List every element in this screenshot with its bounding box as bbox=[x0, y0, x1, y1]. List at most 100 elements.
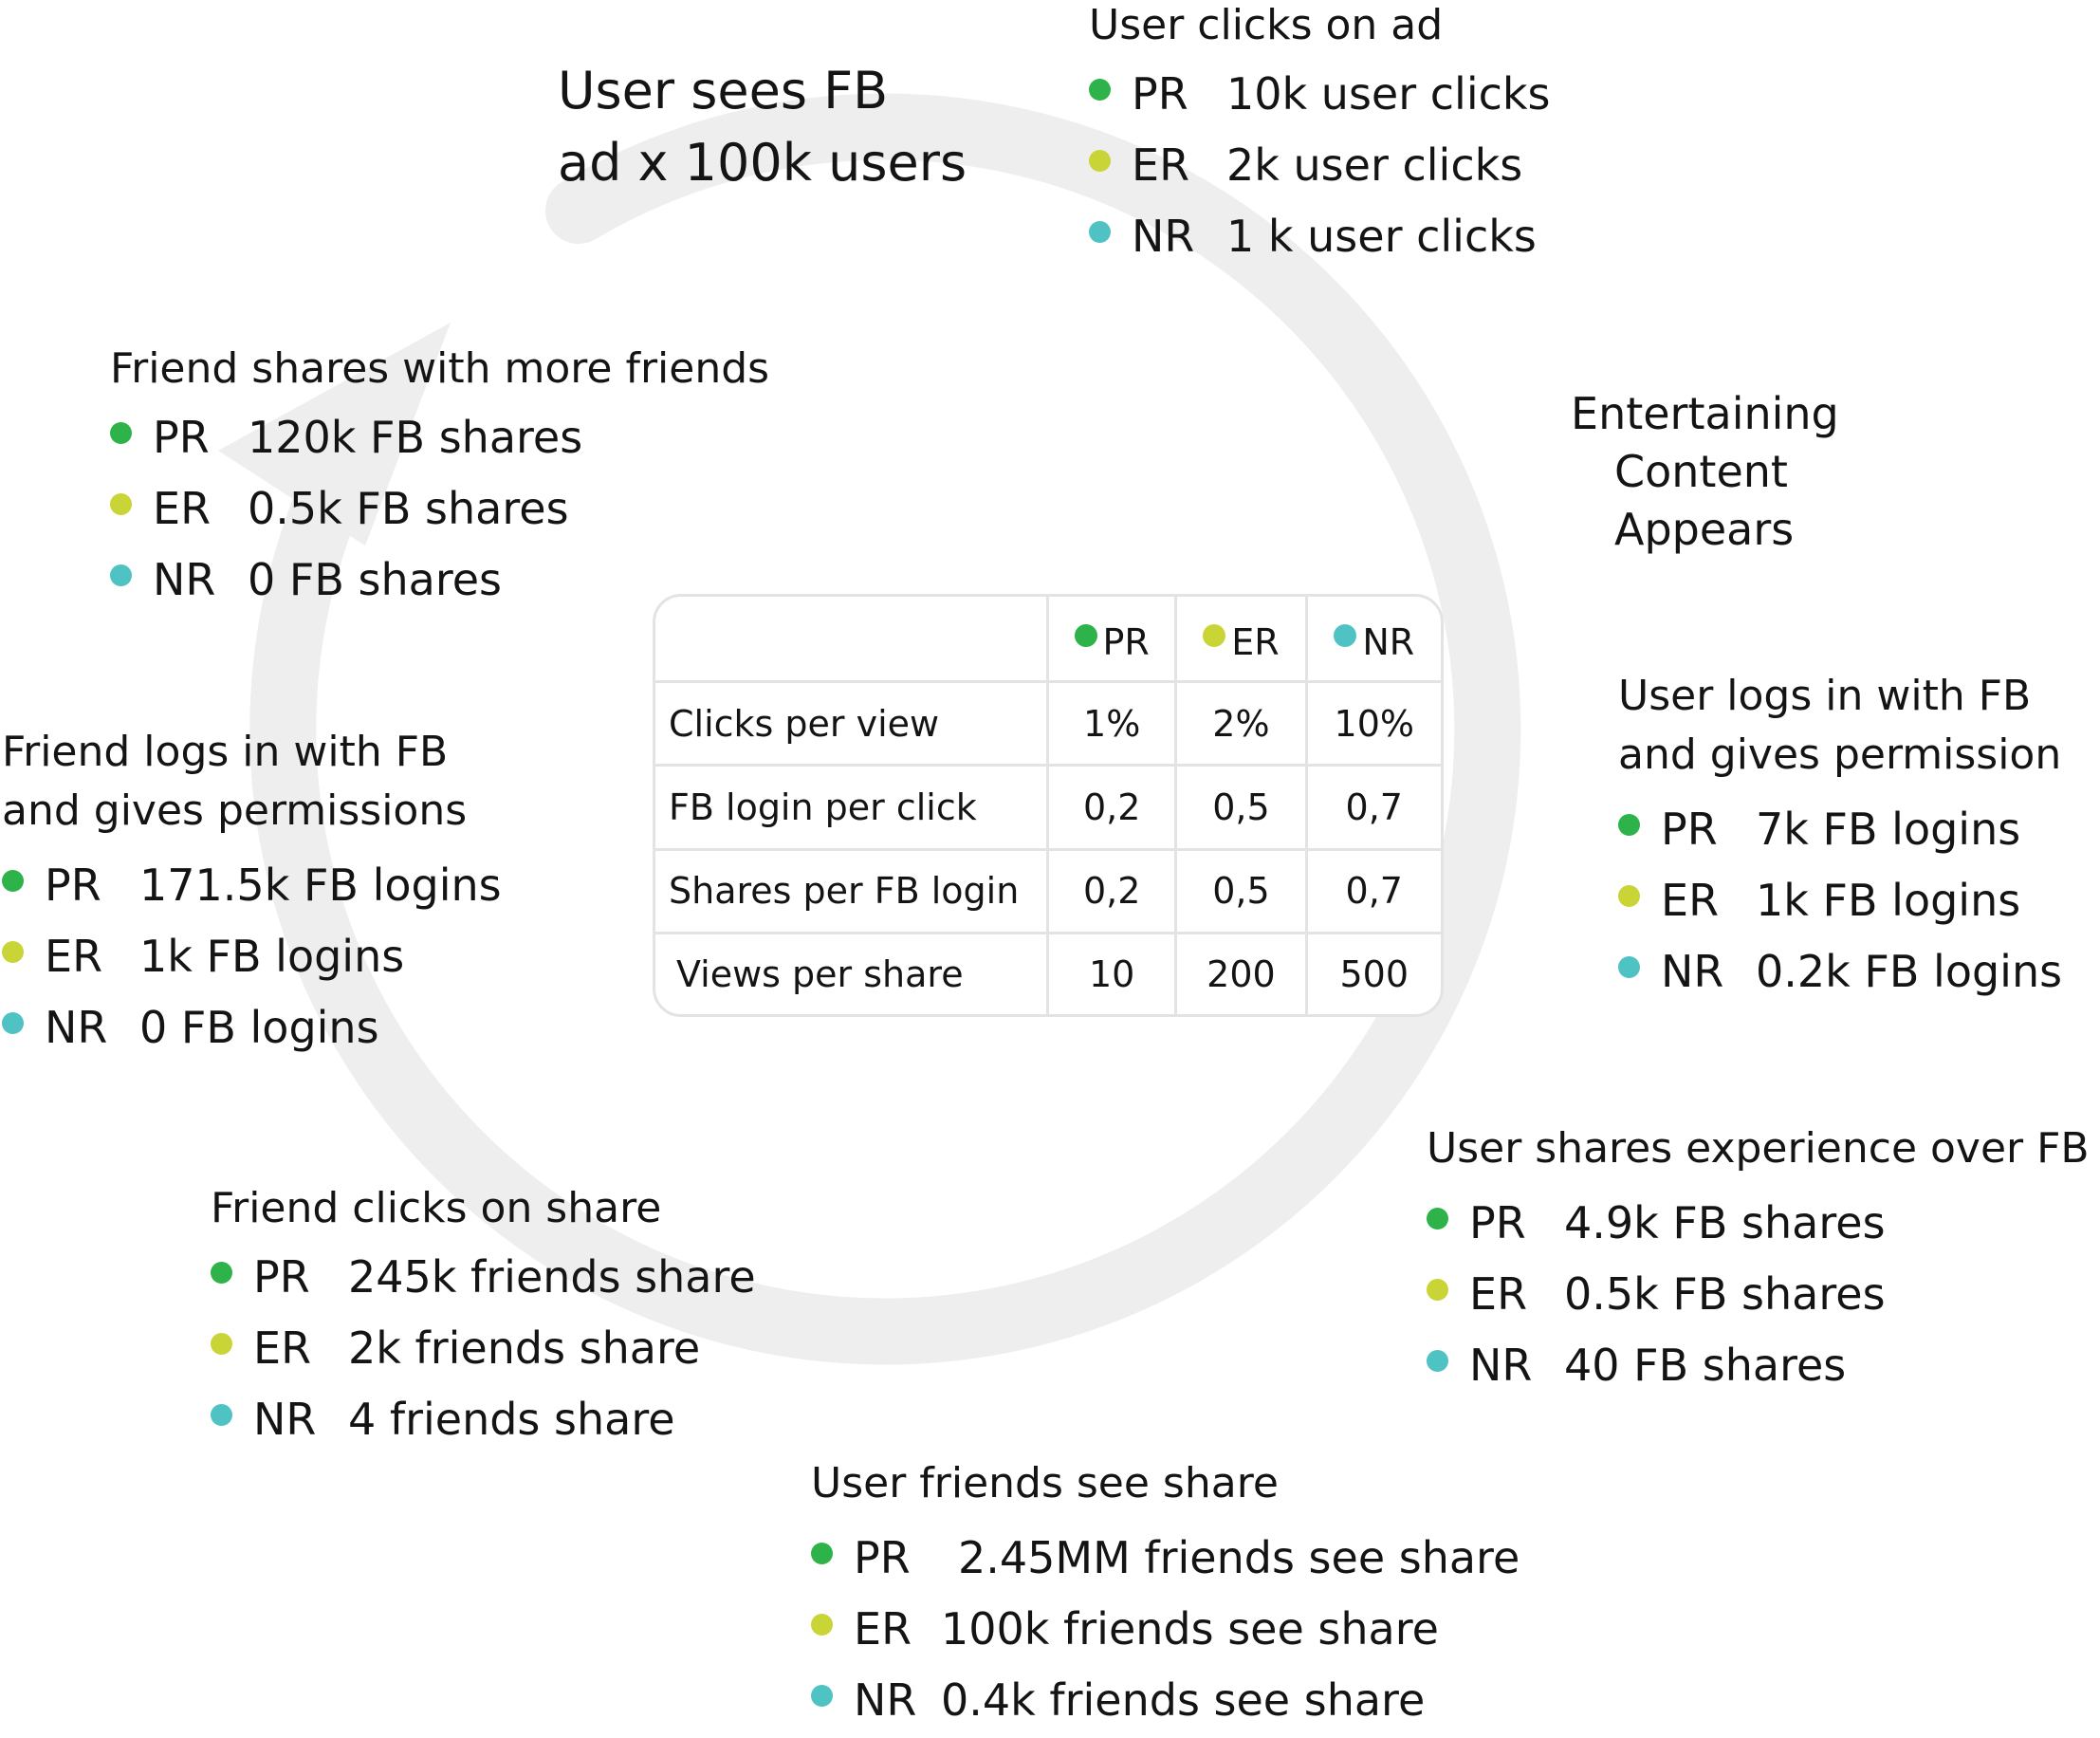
metric-code: NR bbox=[1132, 210, 1195, 262]
metric-code: NR bbox=[253, 1393, 317, 1445]
table-row: Views per share 10 200 500 bbox=[655, 933, 1441, 1014]
column-header-nr: NR bbox=[1306, 597, 1441, 683]
entertaining-line-2: Content bbox=[1614, 446, 1788, 497]
row-label: Views per share bbox=[655, 933, 1049, 1014]
metric-value: 7k FB logins bbox=[1756, 803, 2021, 855]
metric-value: 171.5k FB logins bbox=[139, 859, 502, 911]
metric-value: 1k FB logins bbox=[139, 930, 405, 982]
metric-code: PR bbox=[854, 1531, 911, 1583]
pr-dot bbox=[1089, 79, 1111, 101]
metric-value: 245k friends share bbox=[348, 1250, 756, 1303]
nr-dot bbox=[2, 1012, 24, 1034]
metric-row-pr: PR 245k friends share bbox=[211, 1241, 756, 1312]
stage-user-sees-ad: User sees FB ad x 100k users bbox=[558, 55, 967, 199]
table-corner-cell bbox=[655, 597, 1049, 683]
column-label: ER bbox=[1231, 621, 1280, 663]
metric-value: 2k friends share bbox=[348, 1322, 701, 1374]
table-header-row: PR ER NR bbox=[655, 597, 1441, 683]
metric-row-nr: NR 4 friends share bbox=[211, 1383, 756, 1454]
table-row: FB login per click 0,2 0,5 0,7 bbox=[655, 765, 1441, 851]
metric-value: 120k FB shares bbox=[248, 411, 583, 463]
table-cell: 0,5 bbox=[1175, 849, 1308, 934]
pr-dot bbox=[1618, 814, 1640, 836]
table-cell: 0,5 bbox=[1175, 765, 1308, 851]
row-label: Clicks per view bbox=[655, 681, 1049, 767]
stage-friends-see-share: User friends see share PR 2.45MM friends… bbox=[811, 1454, 1520, 1735]
metric-code: PR bbox=[253, 1250, 310, 1303]
metric-row-nr: NR 0.2k FB logins bbox=[1618, 935, 2062, 1007]
column-header-pr: PR bbox=[1047, 597, 1178, 683]
entertaining-line-3: Appears bbox=[1614, 504, 1795, 555]
cycle-arrow-body bbox=[249, 93, 1521, 1365]
metric-row-pr: PR 171.5k FB logins bbox=[2, 849, 502, 920]
metric-code: NR bbox=[854, 1673, 917, 1726]
nr-dot bbox=[811, 1685, 833, 1707]
metric-row-nr: NR 0.4k friends see share bbox=[811, 1664, 1520, 1735]
metric-code: PR bbox=[153, 411, 210, 463]
pr-dot bbox=[811, 1543, 833, 1564]
stage-title-line-2: and gives permission bbox=[1618, 730, 2062, 779]
nr-dot bbox=[1089, 221, 1111, 243]
metric-row-nr: NR 1 k user clicks bbox=[1089, 200, 1551, 271]
row-label: FB login per click bbox=[655, 765, 1049, 851]
metric-code: NR bbox=[1469, 1339, 1533, 1391]
metric-value: 0.2k FB logins bbox=[1756, 945, 2063, 997]
metric-row-pr: PR 120k FB shares bbox=[110, 401, 769, 472]
metric-row-nr: NR 0 FB shares bbox=[110, 544, 769, 615]
metric-code: ER bbox=[1132, 139, 1190, 191]
metric-row-er: ER 0.5k FB shares bbox=[1427, 1258, 2090, 1329]
metric-row-pr: PR 7k FB logins bbox=[1618, 793, 2062, 864]
er-dot bbox=[1618, 885, 1640, 907]
stage-user-clicks-ad: User clicks on ad PR 10k user clicks ER … bbox=[1089, 0, 1551, 271]
metric-value: 10k user clicks bbox=[1226, 67, 1551, 120]
start-line-1: User sees FB bbox=[558, 61, 889, 120]
metrics-table: PR ER NR Clicks per view 1% 2% 10% FB lo… bbox=[653, 594, 1444, 1017]
metric-row-er: ER 1k FB logins bbox=[2, 920, 502, 991]
stage-friend-clicks: Friend clicks on share PR 245k friends s… bbox=[211, 1179, 756, 1454]
pr-dot bbox=[1427, 1208, 1448, 1230]
metric-code: NR bbox=[45, 1001, 108, 1053]
stage-title: Friend shares with more friends bbox=[110, 344, 770, 393]
start-line-2: ad x 100k users bbox=[558, 133, 967, 193]
metric-row-er: ER 1k FB logins bbox=[1618, 864, 2062, 935]
metric-code: NR bbox=[1661, 945, 1724, 997]
metric-row-pr: PR 2.45MM friends see share bbox=[811, 1522, 1520, 1593]
stage-title: User clicks on ad bbox=[1089, 1, 1444, 49]
entertaining-line-1: Entertaining bbox=[1571, 388, 1839, 439]
stage-user-login: User logs in with FB and gives permissio… bbox=[1618, 667, 2062, 1007]
table-cell: 1% bbox=[1047, 681, 1178, 767]
stage-title-line-2: and gives permissions bbox=[2, 786, 468, 835]
metric-value: 2.45MM friends see share bbox=[958, 1531, 1520, 1583]
metric-value: 0.4k friends see share bbox=[941, 1673, 1426, 1726]
er-dot bbox=[811, 1614, 833, 1636]
table-cell: 0,2 bbox=[1047, 765, 1178, 851]
metric-row-er: ER 2k friends share bbox=[211, 1312, 756, 1383]
cycle-arrowhead bbox=[218, 323, 451, 545]
metric-row-er: ER 0.5k FB shares bbox=[110, 472, 769, 544]
metric-row-pr: PR 10k user clicks bbox=[1089, 58, 1551, 129]
er-dot bbox=[2, 941, 24, 963]
er-dot bbox=[1203, 624, 1226, 647]
stage-entertaining-content: Entertaining Content Appears bbox=[1571, 385, 1839, 559]
metric-value: 0 FB shares bbox=[248, 553, 503, 605]
metric-value: 1k FB logins bbox=[1756, 874, 2021, 926]
metric-row-nr: NR 40 FB shares bbox=[1427, 1329, 2090, 1400]
stage-friend-login: Friend logs in with FB and gives permiss… bbox=[2, 723, 502, 1063]
nr-dot bbox=[211, 1404, 232, 1426]
pr-dot bbox=[211, 1262, 232, 1284]
column-label: PR bbox=[1102, 621, 1150, 663]
er-dot bbox=[1427, 1279, 1448, 1301]
pr-dot bbox=[2, 870, 24, 892]
er-dot bbox=[110, 493, 132, 515]
table-cell: 0,2 bbox=[1047, 849, 1178, 934]
metric-value: 0 FB logins bbox=[139, 1001, 379, 1053]
table-cell: 500 bbox=[1339, 952, 1409, 995]
table-cell: 2% bbox=[1175, 681, 1308, 767]
stage-title-line-1: User logs in with FB bbox=[1618, 672, 2032, 720]
stage-title: User friends see share bbox=[811, 1459, 1279, 1507]
table-cell: 0,7 bbox=[1306, 849, 1441, 934]
table-row: Clicks per view 1% 2% 10% bbox=[655, 681, 1441, 767]
metric-value: 1 k user clicks bbox=[1226, 210, 1537, 262]
nr-dot bbox=[1618, 956, 1640, 978]
